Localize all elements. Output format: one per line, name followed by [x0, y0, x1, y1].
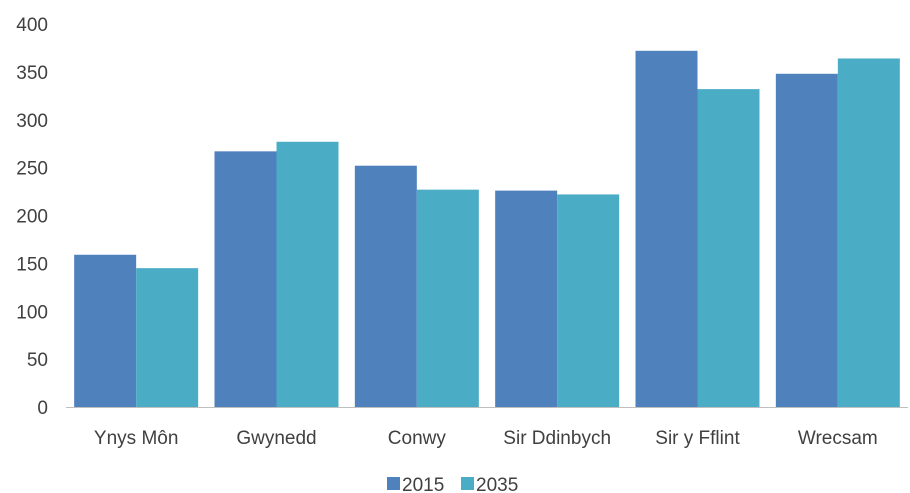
x-category-label: Sir Ddinbych — [503, 428, 611, 449]
y-tick-label: 350 — [16, 63, 48, 84]
legend-swatch-2035 — [461, 477, 474, 490]
y-tick-label: 50 — [27, 350, 48, 371]
bar-2035-4 — [697, 89, 760, 408]
y-tick-label: 150 — [16, 254, 48, 275]
bar-2035-1 — [276, 141, 339, 407]
x-category-label: Gwynedd — [236, 428, 316, 449]
legend-label: 2015 — [402, 475, 444, 493]
y-tick-label: 0 — [37, 398, 48, 419]
bar-2035-2 — [416, 189, 479, 407]
bar-2015-0 — [74, 254, 137, 407]
x-axis-category-labels: Ynys Môn Gwynedd Conwy Sir Ddinbych Sir y Ff… — [94, 428, 878, 449]
bar-series-group — [74, 50, 900, 408]
y-tick-label: 200 — [16, 207, 48, 228]
bar-2015-2 — [354, 165, 417, 407]
x-category-label: Wrecsam — [798, 428, 878, 449]
x-category-label: Sir y Fflint — [655, 428, 740, 449]
y-tick-label: 250 — [16, 159, 48, 180]
bar-2035-3 — [557, 194, 620, 407]
x-category-label: Ynys Môn — [94, 428, 178, 449]
bar-2015-4 — [635, 50, 698, 408]
legend-label: 2035 — [476, 475, 518, 493]
bar-2015-5 — [775, 73, 838, 407]
legend-swatch-2015 — [387, 477, 400, 490]
y-tick-label: 400 — [16, 15, 48, 36]
y-tick-label: 300 — [16, 111, 48, 132]
bar-2035-0 — [136, 268, 199, 407]
bar-2035-5 — [837, 58, 900, 407]
legend: 2015 2035 — [387, 475, 518, 493]
bar-2015-3 — [495, 190, 558, 407]
y-axis-tick-labels: 0 50 100 150 200 250 300 350 400 — [16, 15, 48, 419]
bar-2015-1 — [214, 151, 277, 407]
x-category-label: Conwy — [388, 428, 447, 449]
y-tick-label: 100 — [16, 302, 48, 323]
